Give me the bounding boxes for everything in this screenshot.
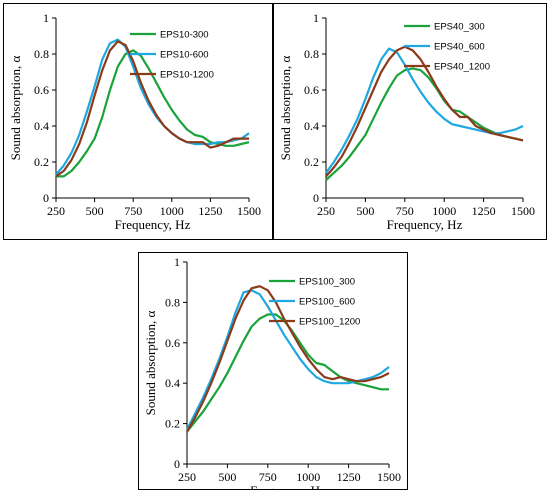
x-tick-label: 500 <box>218 470 236 484</box>
x-tick-label: 500 <box>356 204 374 218</box>
series-line-EPS100_600 <box>186 289 390 431</box>
series-line-EPS10-1200 <box>55 40 249 178</box>
x-axis-label: Frequency, Hz <box>250 483 326 489</box>
x-tick-label: 1500 <box>511 204 535 218</box>
y-tick-label: 0 <box>43 191 49 205</box>
y-axis-label: Sound absorption, α <box>143 310 158 415</box>
chart-panel-eps100: 00.20.40.60.81250500750100012501500Frequ… <box>138 252 408 490</box>
x-tick-label: 1500 <box>377 470 401 484</box>
x-tick-label: 1000 <box>432 204 456 218</box>
x-tick-label: 1000 <box>160 204 184 218</box>
legend-label: EPS40_600 <box>434 42 485 53</box>
x-tick-label: 1500 <box>237 204 261 218</box>
y-tick-label: 1 <box>174 255 180 269</box>
y-tick-label: 0.8 <box>34 47 49 61</box>
y-tick-label: 1 <box>313 11 319 25</box>
y-tick-label: 0.8 <box>304 47 319 61</box>
x-tick-label: 500 <box>86 204 104 218</box>
chart-eps100: 00.20.40.60.81250500750100012501500Frequ… <box>143 255 401 489</box>
legend-label: EPS10-1200 <box>160 70 214 81</box>
legend-label: EPS100_600 <box>299 297 355 308</box>
y-axis-label: Sound absorption, α <box>8 55 23 160</box>
series-line-EPS10-600 <box>55 38 250 176</box>
x-tick-label: 250 <box>178 470 196 484</box>
legend-label: EPS100_1200 <box>299 317 360 328</box>
x-tick-label: 750 <box>259 470 277 484</box>
y-tick-label: 0 <box>174 457 180 471</box>
legend-label: EPS10-300 <box>160 30 209 41</box>
series-line-EPS100_300 <box>186 313 389 433</box>
y-tick-label: 0.2 <box>34 155 49 169</box>
x-tick-label: 250 <box>47 204 65 218</box>
series-line-EPS40_300 <box>325 67 524 181</box>
x-tick-label: 250 <box>317 204 335 218</box>
x-tick-label: 1250 <box>472 204 496 218</box>
legend-label: EPS40_300 <box>434 22 485 33</box>
y-tick-label: 0.4 <box>165 376 180 390</box>
legend-label: EPS10-600 <box>160 50 209 61</box>
y-tick-label: 0.4 <box>304 119 319 133</box>
x-axis-label: Frequency, Hz <box>115 217 191 232</box>
y-tick-label: 0.6 <box>304 83 319 97</box>
chart-panel-eps10: 0 0.2 0.4 0.6 0.8 1 250 500 750 1000 1250 1500 Frequ… <box>3 3 273 240</box>
x-tick-label: 750 <box>124 204 142 218</box>
x-tick-label: 1250 <box>337 470 361 484</box>
y-tick-label: 0.8 <box>165 295 180 309</box>
x-tick-label: 1000 <box>296 470 320 484</box>
y-tick-label: 0.6 <box>34 83 49 97</box>
y-tick-label: 0 <box>313 191 319 205</box>
chart-panel-eps40: 0 0.2 0.4 0.6 0.8 1 250 500 750 1000 1250 1500 Frequ… <box>273 3 547 240</box>
legend-label: EPS100_300 <box>299 277 355 288</box>
legend-label: EPS40_1200 <box>434 62 490 73</box>
x-axis-label: Frequency, Hz <box>387 217 463 232</box>
y-axis-label: Sound absorption, α <box>278 55 293 160</box>
x-tick-label: 1250 <box>198 204 222 218</box>
y-tick-label: 1 <box>43 11 49 25</box>
series-line-EPS100_1200 <box>186 285 390 433</box>
series-line-EPS10-300 <box>56 49 250 178</box>
x-tick-label: 750 <box>396 204 414 218</box>
y-tick-label: 0.2 <box>165 417 180 431</box>
y-tick-label: 0.4 <box>34 119 49 133</box>
y-tick-label: 0.2 <box>304 155 319 169</box>
y-tick-label: 0.6 <box>165 336 180 350</box>
